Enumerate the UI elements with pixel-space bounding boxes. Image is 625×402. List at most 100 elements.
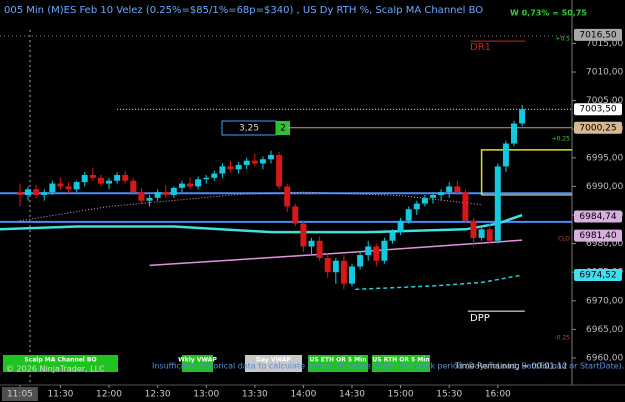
price-label-box bbox=[574, 103, 622, 116]
price-label-box bbox=[574, 210, 622, 223]
indicator-line bbox=[19, 191, 482, 222]
candle-body bbox=[130, 180, 137, 193]
candle-body bbox=[389, 232, 396, 241]
x-tick-label: 12:00 bbox=[96, 390, 122, 400]
price-label-box bbox=[574, 28, 622, 41]
candle-body bbox=[178, 183, 185, 188]
legend-button-label[interactable]: Wkly VWAP bbox=[178, 357, 217, 364]
order-count-box[interactable] bbox=[276, 121, 290, 135]
indicator-line bbox=[480, 149, 572, 195]
price-label: 7003,50 bbox=[579, 105, 616, 115]
candle-body bbox=[365, 246, 372, 256]
legend-button[interactable] bbox=[308, 355, 368, 372]
price-label: 7016,50 bbox=[579, 30, 616, 40]
copyright: © 2026 NinjaTrader, LLC bbox=[6, 365, 105, 374]
candle-body bbox=[211, 173, 218, 178]
candle-body bbox=[89, 174, 96, 178]
candle-body bbox=[65, 186, 72, 190]
candle-body bbox=[276, 154, 283, 187]
candle-body bbox=[430, 194, 437, 198]
candle-body bbox=[138, 192, 145, 201]
candle-body bbox=[25, 189, 32, 195]
y-tick-label: 7005,00 bbox=[586, 96, 623, 106]
x-tick-label: 14:30 bbox=[339, 390, 365, 400]
y-tick-label: 6990,00 bbox=[586, 182, 623, 192]
legend-button-label[interactable]: US ETH OR 5 Min bbox=[310, 357, 367, 364]
indicator-line bbox=[149, 239, 523, 267]
candle-body bbox=[494, 166, 501, 241]
price-label-box bbox=[574, 229, 622, 242]
candle-body bbox=[33, 189, 40, 195]
y-tick-label: 6965,00 bbox=[586, 325, 623, 335]
candle-body bbox=[122, 174, 129, 181]
candle-body bbox=[187, 183, 194, 187]
annotation: DPP bbox=[470, 313, 490, 324]
y-tick-label: 6960,00 bbox=[586, 353, 623, 363]
price-label: 6974,52 bbox=[579, 270, 616, 280]
candle-body bbox=[41, 192, 48, 195]
candle-body bbox=[357, 255, 364, 267]
x-tick-label: 13:30 bbox=[242, 390, 268, 400]
x-tick-highlight bbox=[1, 387, 38, 401]
candle-body bbox=[438, 192, 445, 195]
price-label: 6981,40 bbox=[579, 231, 616, 241]
legend-button[interactable] bbox=[245, 355, 302, 372]
candle-body bbox=[81, 174, 88, 183]
x-tick-label: 12:30 bbox=[145, 390, 171, 400]
annotation: +0.25 bbox=[552, 136, 571, 143]
candle-body bbox=[235, 164, 242, 170]
y-tick-label: 7010,00 bbox=[586, 68, 623, 78]
legend-button-label[interactable]: Scalp MA Channel BO bbox=[24, 357, 96, 364]
x-tick-label: 14:00 bbox=[290, 390, 316, 400]
legend-button[interactable] bbox=[182, 355, 213, 372]
candle-body bbox=[308, 240, 315, 247]
price-label-box bbox=[574, 121, 622, 134]
candle-body bbox=[511, 123, 518, 144]
candle-body bbox=[73, 182, 80, 190]
candle-body bbox=[349, 266, 356, 284]
candle-body bbox=[332, 260, 339, 273]
time-remaining: Time Remaining = 00:01:12 bbox=[454, 362, 567, 371]
x-tick-label: 13:00 bbox=[193, 390, 219, 400]
x-tick-label: 16:00 bbox=[485, 390, 511, 400]
candle-body bbox=[470, 220, 477, 238]
candle-body bbox=[413, 203, 420, 210]
candle-body bbox=[519, 109, 526, 124]
x-tick-label: 11:30 bbox=[47, 390, 73, 400]
legend-button[interactable] bbox=[3, 355, 118, 372]
annotation: CLO bbox=[558, 236, 570, 243]
candle-body bbox=[486, 229, 493, 241]
candle-body bbox=[154, 192, 161, 198]
candle-body bbox=[462, 192, 469, 221]
y-tick-label: 6980,00 bbox=[586, 239, 623, 249]
order-qty[interactable]: 3,25 bbox=[239, 124, 259, 134]
stat: W 0,73% = 50,75 bbox=[510, 9, 587, 18]
annotation: -0.25 bbox=[554, 335, 570, 342]
indicator-line bbox=[355, 274, 523, 291]
candle-body bbox=[454, 186, 461, 193]
candle-body bbox=[162, 192, 169, 195]
y-tick-label: 6995,00 bbox=[586, 153, 623, 163]
candle-body bbox=[114, 174, 121, 181]
candle-body bbox=[268, 154, 275, 160]
legend-button[interactable] bbox=[372, 355, 430, 372]
x-tick-label: 15:30 bbox=[436, 390, 462, 400]
candle-body bbox=[397, 220, 404, 233]
legend-button-label[interactable]: US RTH OR 5 Min bbox=[372, 357, 429, 364]
candle-body bbox=[284, 186, 291, 207]
candle-body bbox=[259, 159, 266, 164]
candle-body bbox=[106, 180, 113, 184]
candle-body bbox=[502, 143, 509, 167]
price-label-box bbox=[574, 268, 622, 281]
candle-body bbox=[49, 183, 56, 193]
candle-body bbox=[170, 187, 177, 195]
chart-title: 005 Min (M)ES Feb 10 Velez (0.25%=$85/1%… bbox=[4, 5, 483, 16]
legend-button-label[interactable]: Day VWAP bbox=[256, 357, 291, 364]
candle-body bbox=[219, 166, 226, 174]
candle-body bbox=[243, 160, 250, 165]
x-tick-label: 11:05 bbox=[7, 390, 33, 400]
order-count[interactable]: 2 bbox=[280, 124, 286, 134]
candle-body bbox=[251, 160, 258, 164]
